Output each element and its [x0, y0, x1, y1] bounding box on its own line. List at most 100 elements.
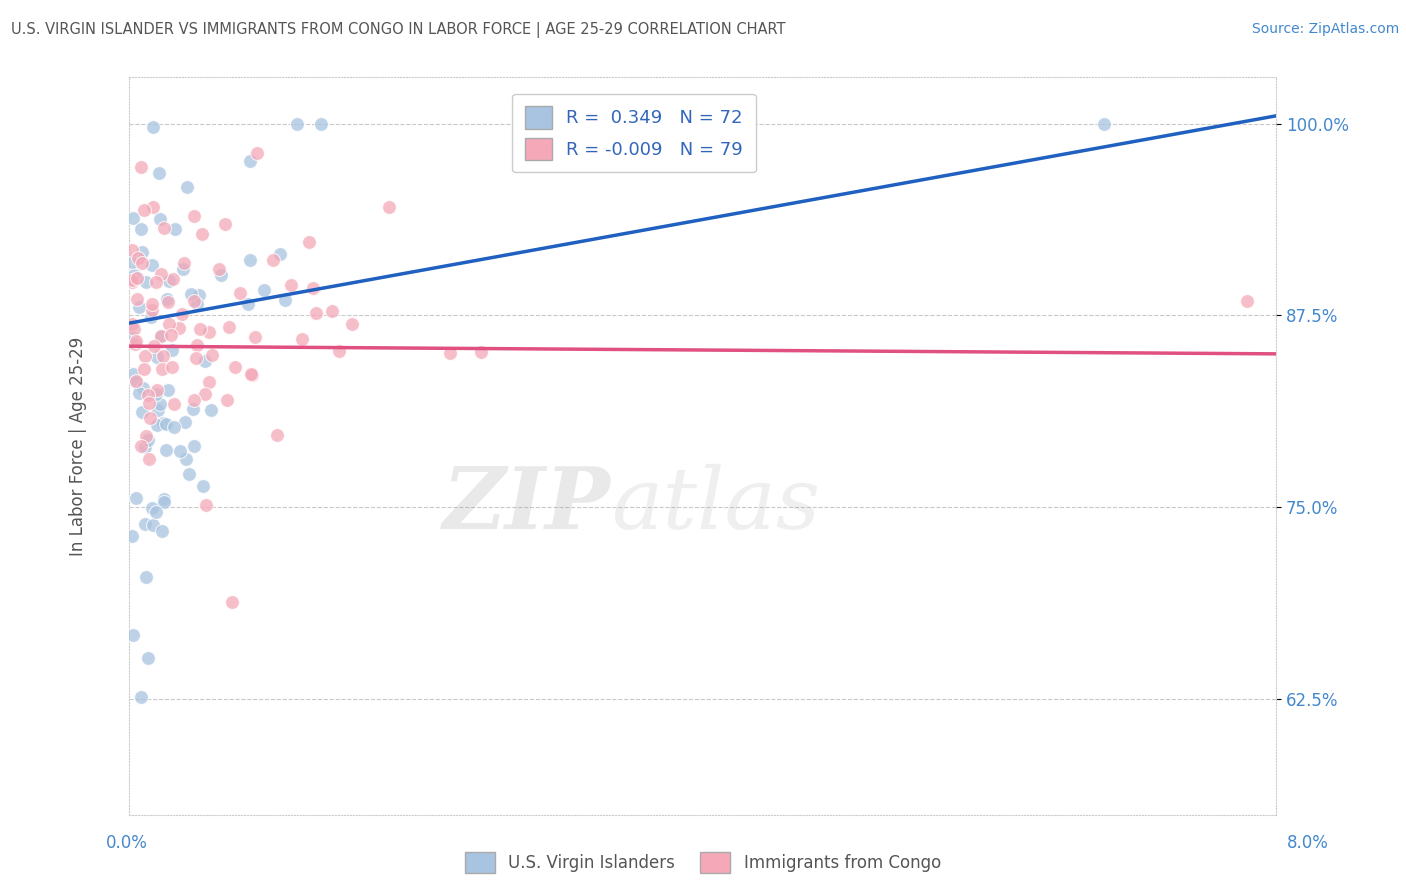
Point [470, 345, 492, 359]
Point [280, 278, 302, 293]
Point [141, 296, 163, 310]
Point [291, 332, 314, 346]
Point [149, 397, 172, 411]
Point [138, 451, 160, 466]
Point [146, 418, 169, 433]
Point [193, 386, 215, 401]
Point [177, 467, 200, 481]
Point [274, 293, 297, 308]
Point [148, 403, 170, 417]
Point [150, 361, 173, 376]
Point [121, 275, 143, 289]
Point [150, 329, 173, 343]
Point [121, 628, 143, 642]
Point [181, 402, 204, 417]
Point [1236, 293, 1258, 308]
Point [163, 397, 186, 411]
Text: 0.0%: 0.0% [105, 834, 148, 852]
Point [183, 439, 205, 453]
Point [169, 444, 191, 458]
Point [191, 478, 214, 492]
Point [240, 368, 263, 383]
Point [136, 651, 159, 665]
Point [287, 116, 309, 130]
Point [191, 227, 214, 241]
Point [236, 296, 259, 310]
Point [135, 275, 157, 289]
Point [252, 283, 274, 297]
Point [129, 222, 152, 236]
Point [269, 247, 291, 261]
Point [131, 245, 153, 260]
Point [157, 318, 180, 332]
Point [121, 273, 143, 287]
Point [135, 570, 157, 584]
Point [207, 262, 229, 277]
Point [176, 180, 198, 194]
Point [157, 274, 180, 288]
Point [148, 166, 170, 180]
Point [183, 293, 205, 308]
Text: 8.0%: 8.0% [1286, 834, 1329, 852]
Point [149, 268, 172, 282]
Point [183, 392, 205, 407]
Point [190, 321, 212, 335]
Point [194, 354, 217, 368]
Point [124, 337, 146, 351]
Point [125, 491, 148, 505]
Text: In Labor Force | Age 25-29: In Labor Force | Age 25-29 [69, 336, 87, 556]
Point [141, 303, 163, 318]
Point [145, 387, 167, 401]
Point [209, 268, 232, 283]
Point [224, 359, 246, 374]
Point [138, 396, 160, 410]
Point [132, 203, 155, 218]
Point [121, 255, 143, 269]
Point [128, 301, 150, 315]
Point [131, 256, 153, 270]
Point [121, 317, 143, 331]
Point [221, 594, 243, 608]
Point [134, 362, 156, 376]
Point [239, 252, 262, 267]
Point [214, 217, 236, 231]
Point [127, 271, 149, 285]
Point [157, 383, 180, 397]
Point [122, 367, 145, 381]
Text: U.S. VIRGIN ISLANDER VS IMMIGRANTS FROM CONGO IN LABOR FORCE | AGE 25-29 CORRELA: U.S. VIRGIN ISLANDER VS IMMIGRANTS FROM … [11, 22, 786, 38]
Point [122, 268, 145, 282]
Point [173, 415, 195, 429]
Point [245, 146, 267, 161]
Point [139, 310, 162, 324]
Point [157, 294, 180, 309]
Point [121, 330, 143, 344]
Point [148, 212, 170, 227]
Point [180, 286, 202, 301]
Point [328, 344, 350, 359]
Point [167, 321, 190, 335]
Point [141, 201, 163, 215]
Point [187, 287, 209, 301]
Point [121, 244, 143, 258]
Point [186, 338, 208, 352]
Point [262, 252, 284, 267]
Point [165, 222, 187, 236]
Point [149, 329, 172, 343]
Point [131, 690, 153, 704]
Point [146, 351, 169, 365]
Point [129, 439, 152, 453]
Text: Source: ZipAtlas.com: Source: ZipAtlas.com [1251, 22, 1399, 37]
Point [228, 286, 250, 301]
Point [309, 116, 332, 130]
Point [152, 349, 174, 363]
Point [141, 258, 163, 272]
Point [194, 498, 217, 512]
Point [198, 325, 221, 339]
Point [163, 419, 186, 434]
Point [150, 524, 173, 538]
Text: atlas: atlas [612, 464, 820, 546]
Legend: R =  0.349   N = 72, R = -0.009   N = 79: R = 0.349 N = 72, R = -0.009 N = 79 [512, 94, 755, 172]
Text: ZIP: ZIP [443, 463, 612, 547]
Point [378, 200, 401, 214]
Point [1092, 116, 1115, 130]
